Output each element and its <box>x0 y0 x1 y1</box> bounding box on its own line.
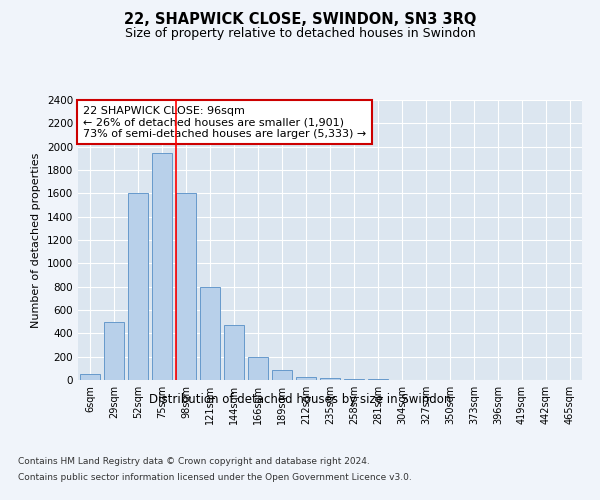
Bar <box>176 194 196 380</box>
Bar <box>104 322 124 380</box>
Text: Size of property relative to detached houses in Swindon: Size of property relative to detached ho… <box>125 28 475 40</box>
Bar <box>152 152 172 380</box>
Text: 22 SHAPWICK CLOSE: 96sqm
← 26% of detached houses are smaller (1,901)
73% of sem: 22 SHAPWICK CLOSE: 96sqm ← 26% of detach… <box>83 106 366 139</box>
Bar <box>200 286 220 380</box>
Bar <box>224 325 244 380</box>
Text: Distribution of detached houses by size in Swindon: Distribution of detached houses by size … <box>149 392 451 406</box>
Bar <box>296 376 316 380</box>
Y-axis label: Number of detached properties: Number of detached properties <box>31 152 41 328</box>
Text: Contains public sector information licensed under the Open Government Licence v3: Contains public sector information licen… <box>18 472 412 482</box>
Text: 22, SHAPWICK CLOSE, SWINDON, SN3 3RQ: 22, SHAPWICK CLOSE, SWINDON, SN3 3RQ <box>124 12 476 28</box>
Bar <box>272 370 292 380</box>
Bar <box>248 356 268 380</box>
Bar <box>80 374 100 380</box>
Text: Contains HM Land Registry data © Crown copyright and database right 2024.: Contains HM Land Registry data © Crown c… <box>18 458 370 466</box>
Bar <box>128 194 148 380</box>
Bar <box>320 378 340 380</box>
